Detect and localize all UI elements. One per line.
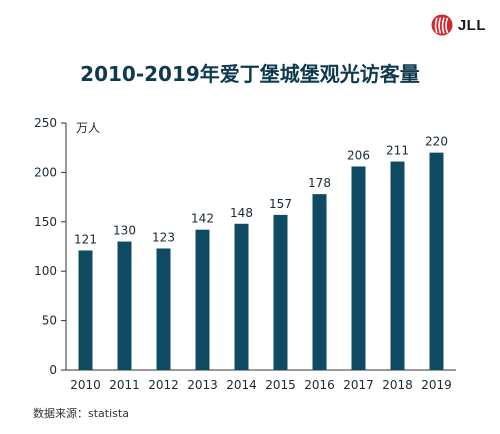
y-tick-label: 100 [34, 264, 57, 278]
bar-value-label: 142 [191, 212, 214, 226]
bar [273, 214, 288, 370]
bar [234, 223, 249, 370]
jll-logo: JLL [431, 14, 486, 36]
bar [390, 161, 405, 370]
data-source: 数据来源：statista [33, 407, 129, 420]
bar [195, 229, 210, 370]
bar-value-label: 211 [386, 144, 409, 158]
bar [429, 152, 444, 370]
bar [156, 248, 171, 370]
x-tick-label: 2017 [343, 378, 374, 392]
y-tick-label: 0 [49, 363, 57, 377]
bar-value-label: 121 [74, 232, 97, 246]
bar-value-label: 148 [230, 206, 253, 220]
bar-value-label: 123 [152, 230, 175, 244]
bar [117, 241, 132, 370]
chart-title: 2010-2019年爱丁堡城堡观光访客量 [80, 62, 420, 86]
bar-value-label: 178 [308, 176, 331, 190]
bar-value-label: 220 [425, 135, 448, 149]
bar [78, 250, 93, 370]
y-tick-label: 250 [34, 116, 57, 130]
bar-value-label: 130 [113, 224, 136, 238]
x-tick-label: 2011 [109, 378, 140, 392]
x-tick-label: 2012 [148, 378, 179, 392]
bar [312, 194, 327, 370]
y-tick-label: 50 [42, 314, 57, 328]
x-tick-label: 2019 [421, 378, 452, 392]
x-tick-label: 2014 [226, 378, 257, 392]
y-unit-label: 万人 [76, 121, 100, 135]
x-tick-label: 2016 [304, 378, 335, 392]
bar [351, 166, 366, 370]
x-tick-label: 2018 [382, 378, 413, 392]
bar-value-label: 206 [347, 148, 370, 162]
x-tick-label: 2013 [187, 378, 218, 392]
x-tick-label: 2015 [265, 378, 296, 392]
y-tick-label: 200 [34, 165, 57, 179]
bar-value-label: 157 [269, 197, 292, 211]
jll-logo-text: JLL [457, 16, 486, 34]
y-tick-label: 150 [34, 215, 57, 229]
jll-logo-icon [431, 14, 453, 36]
x-tick-label: 2010 [70, 378, 101, 392]
